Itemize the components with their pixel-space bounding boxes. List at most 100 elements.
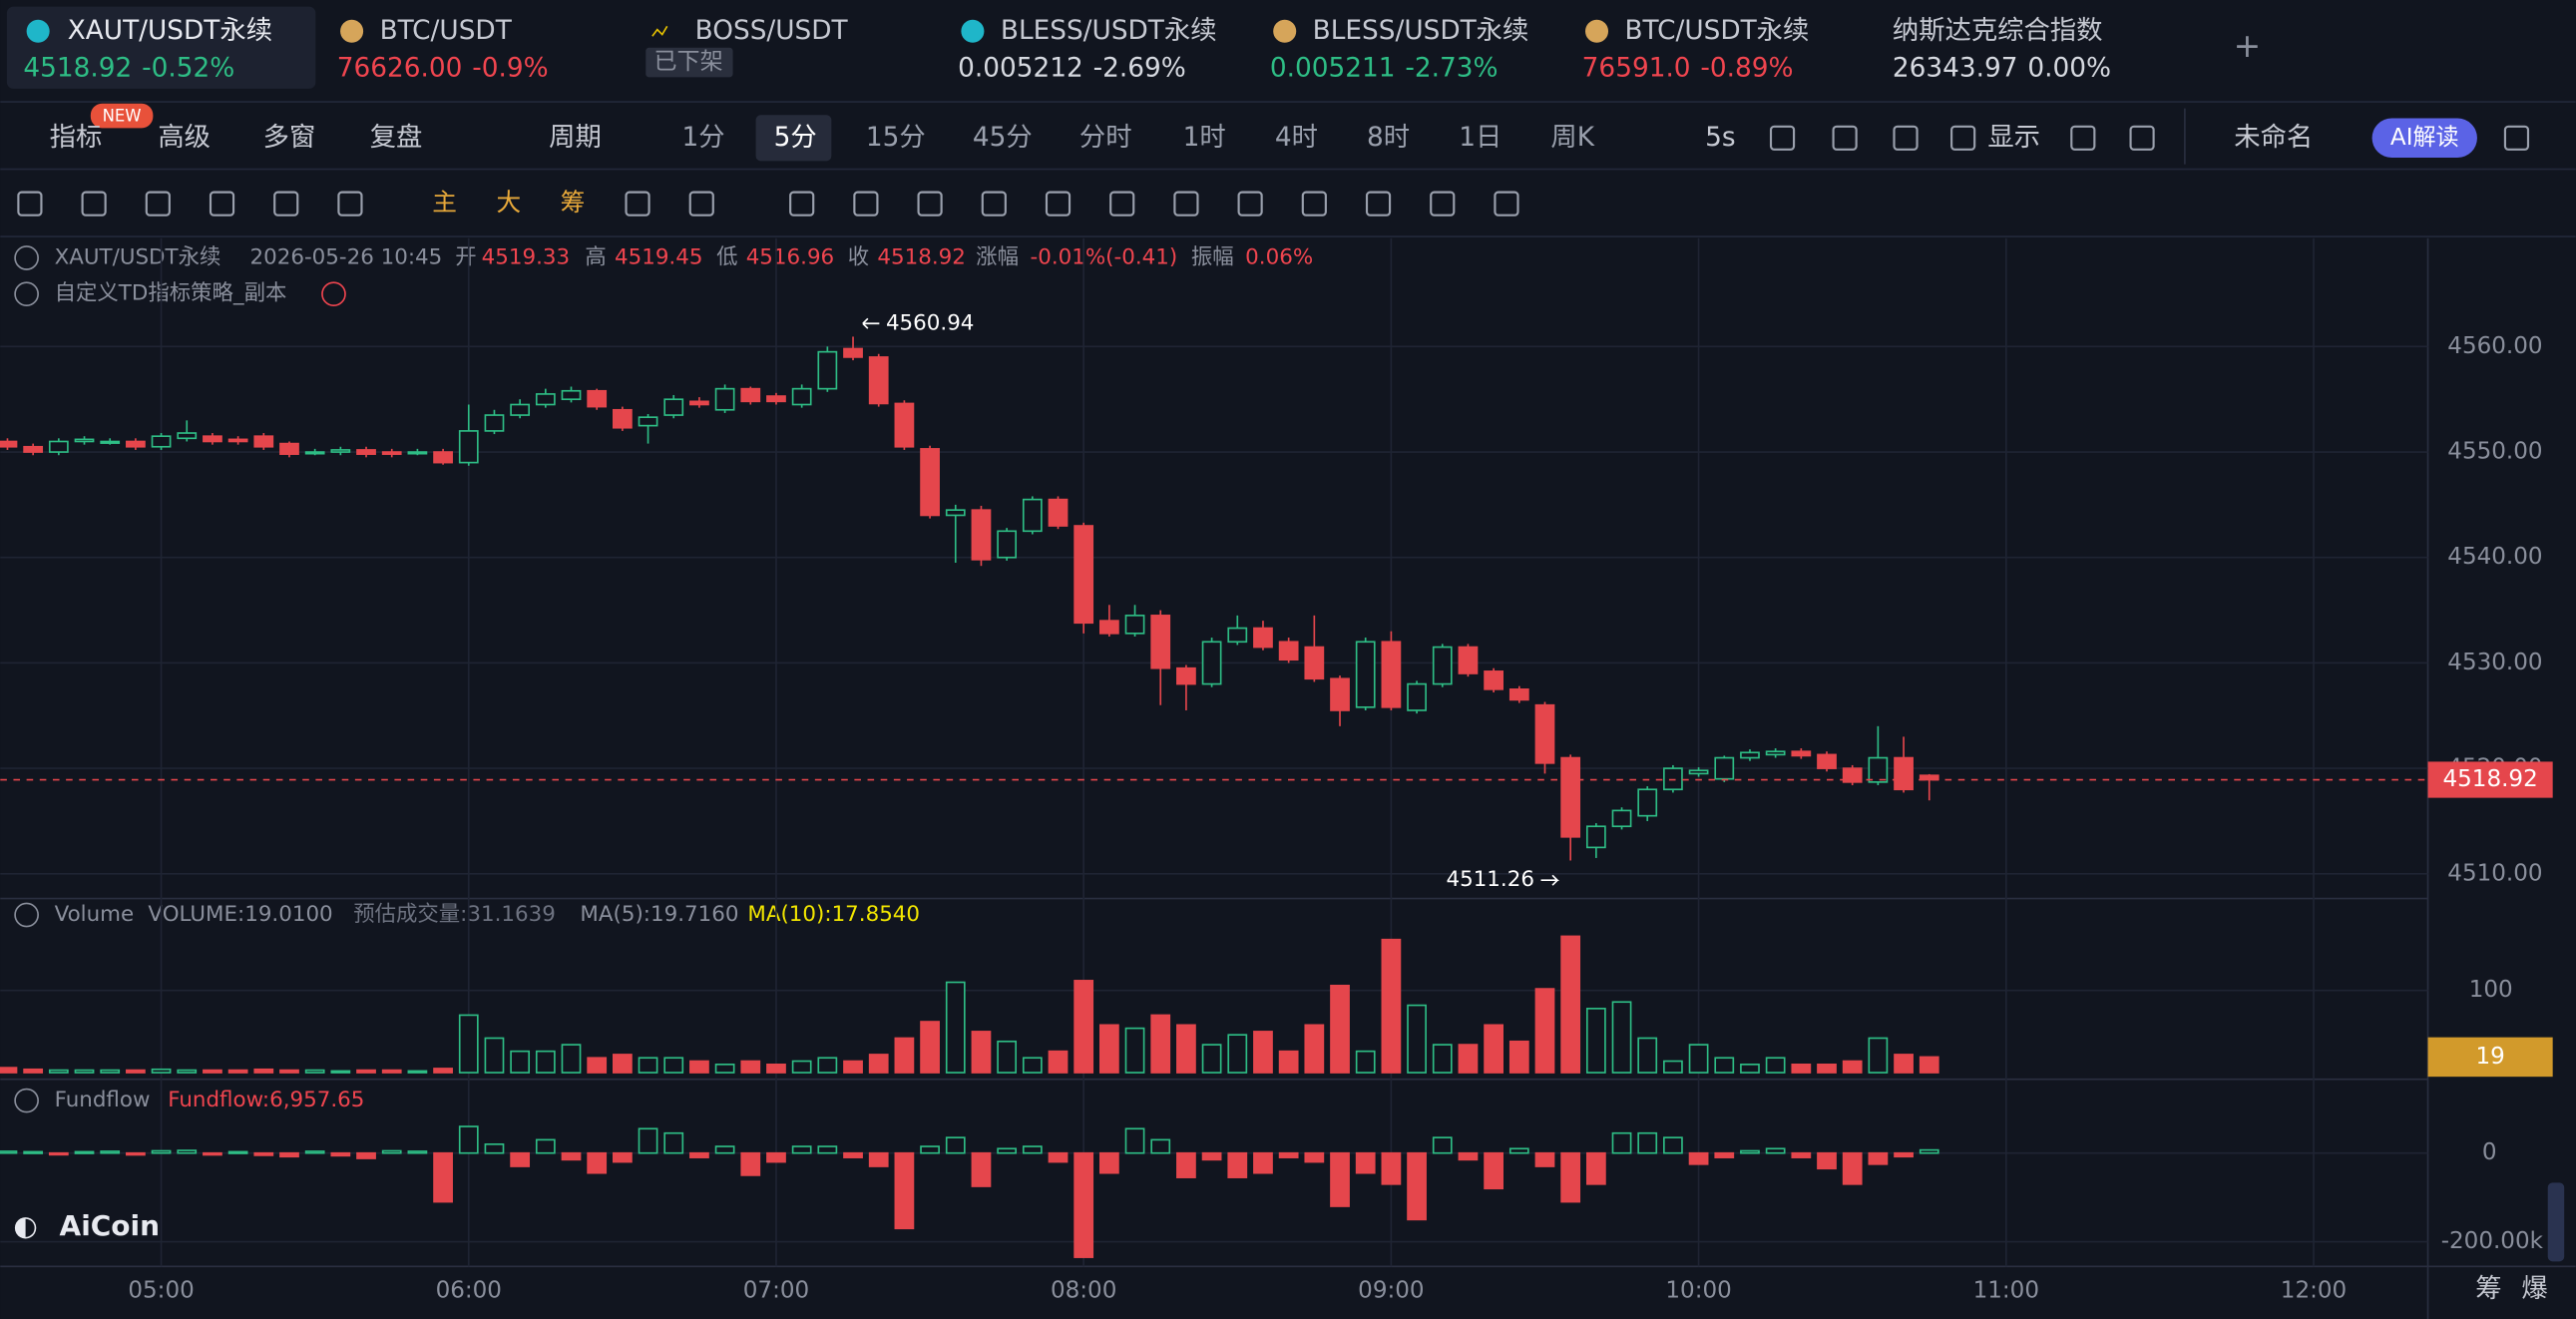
candle-body (613, 408, 633, 429)
toolbar-icon[interactable] (2129, 125, 2155, 151)
collapse-icon[interactable] (14, 245, 39, 270)
add-tab[interactable]: + (2234, 26, 2262, 65)
candle-body (203, 435, 222, 443)
tool-icon[interactable] (209, 191, 235, 217)
bar (1407, 1151, 1427, 1221)
toolbar-icon[interactable] (2503, 125, 2530, 151)
ticker-name[interactable]: 纳斯达克综合指数 (1893, 16, 2103, 46)
candle-body (1688, 769, 1709, 775)
tool-icon[interactable] (1045, 191, 1072, 217)
tool-icon[interactable] (1494, 191, 1519, 217)
toolbar-icon[interactable] (1893, 125, 1919, 151)
x-tick-label: 06:00 (436, 1278, 502, 1304)
toolbar-item[interactable]: 未命名 (2234, 123, 2313, 153)
bar (1124, 1127, 1145, 1154)
tool-icon[interactable] (1430, 191, 1456, 217)
toolbar-icon[interactable] (2070, 125, 2096, 151)
legend-label: 振幅 (1191, 244, 1234, 269)
volume-tag (2427, 1037, 2553, 1078)
ai-text[interactable]: AI解读 (2390, 125, 2459, 151)
tool-icon[interactable] (789, 191, 815, 217)
tool-icon[interactable] (1109, 191, 1135, 217)
toolbar-item[interactable]: 15分 (866, 123, 926, 153)
y-tick-label: 4550.00 (2447, 439, 2542, 465)
toolbar-item[interactable]: 高级 (158, 123, 211, 153)
ticker-name[interactable]: BLESS/USDT永续 (1313, 16, 1529, 46)
candle-body (714, 387, 735, 411)
bar (126, 1069, 146, 1074)
tool-icon[interactable] (625, 191, 650, 217)
active-tab[interactable] (6, 6, 316, 89)
collapse-icon[interactable] (14, 1088, 39, 1113)
toolbar-icon[interactable] (1769, 125, 1796, 151)
tool-icon[interactable] (1365, 191, 1392, 217)
candle-body (23, 445, 44, 453)
toolbar-icon[interactable] (1832, 125, 1858, 151)
drawing-tool[interactable]: 筹 (561, 188, 586, 217)
toolbar-item[interactable]: 指标 (50, 123, 103, 153)
tool-icon[interactable] (917, 191, 943, 217)
bar (714, 1145, 735, 1154)
bar (330, 1070, 351, 1074)
volume-tag-text: 19 (2475, 1044, 2504, 1070)
toolbar-item[interactable]: 1日 (1459, 123, 1502, 153)
candle-body (971, 509, 992, 561)
bar (1073, 980, 1094, 1074)
side-button[interactable]: 爆 (2521, 1274, 2547, 1304)
tool-icon[interactable] (145, 191, 171, 217)
bar (1227, 1034, 1248, 1074)
ticker-name[interactable]: BTC/USDT (380, 16, 513, 46)
toolbar-item[interactable]: 8时 (1367, 123, 1410, 153)
bar (1560, 1151, 1581, 1203)
bar (1791, 1151, 1812, 1158)
ticker-name[interactable]: BLESS/USDT永续 (1001, 16, 1217, 46)
candle-body (1253, 627, 1273, 649)
toolbar-item[interactable]: 分时 (1079, 123, 1132, 153)
toolbar-item[interactable]: 5分 (774, 123, 817, 153)
toolbar-item[interactable]: 复盘 (370, 123, 423, 153)
tool-icon[interactable] (853, 191, 879, 217)
candle-body (1534, 703, 1555, 764)
ticker-name[interactable]: BOSS/USDT (695, 16, 849, 46)
scroll-handle[interactable] (2547, 1182, 2565, 1262)
tool-icon[interactable] (688, 191, 714, 217)
toolbar-icon[interactable] (1950, 125, 1976, 151)
toolbar-item[interactable]: 1时 (1183, 123, 1226, 153)
bar (1458, 1151, 1479, 1161)
candle-body (1611, 809, 1632, 828)
tool-icon[interactable] (81, 191, 107, 217)
pane-title: Fundflow (55, 1088, 151, 1112)
warning-icon[interactable] (321, 281, 346, 307)
tool-icon[interactable] (337, 191, 363, 217)
tool-icon[interactable] (1173, 191, 1199, 217)
bar (1381, 1151, 1402, 1185)
ticker-name[interactable]: BTC/USDT永续 (1624, 16, 1809, 46)
drawing-tool[interactable]: 大 (496, 188, 521, 217)
collapse-icon[interactable] (14, 281, 39, 307)
bar (1688, 1151, 1709, 1165)
tool-icon[interactable] (981, 191, 1007, 217)
toolbar-item[interactable]: 1分 (682, 123, 725, 153)
ticker-name[interactable]: XAUT/USDT永续 (68, 16, 272, 46)
toolbar-item[interactable]: 5s (1705, 123, 1735, 153)
tool-icon[interactable] (17, 191, 43, 217)
bar (510, 1151, 531, 1167)
bar (484, 1037, 505, 1074)
toolbar-item[interactable]: 周K (1550, 123, 1594, 153)
toolbar-item[interactable]: 多窗 (263, 123, 316, 153)
candle-body (356, 449, 376, 455)
bar (663, 1057, 684, 1074)
tool-icon[interactable] (1301, 191, 1327, 217)
drawing-tool[interactable]: 主 (432, 188, 457, 217)
bar (177, 1149, 198, 1154)
toolbar-item[interactable]: 4时 (1275, 123, 1318, 153)
toolbar-item[interactable]: 周期 (549, 123, 602, 153)
toolbar-item[interactable]: 显示 (1987, 123, 2040, 153)
ai-button[interactable] (2371, 118, 2477, 159)
side-button[interactable]: 筹 (2475, 1274, 2501, 1304)
tool-icon[interactable] (1237, 191, 1263, 217)
toolbar-item[interactable]: 45分 (973, 123, 1033, 153)
collapse-icon[interactable] (14, 902, 39, 928)
bar (407, 1150, 428, 1154)
tool-icon[interactable] (273, 191, 299, 217)
